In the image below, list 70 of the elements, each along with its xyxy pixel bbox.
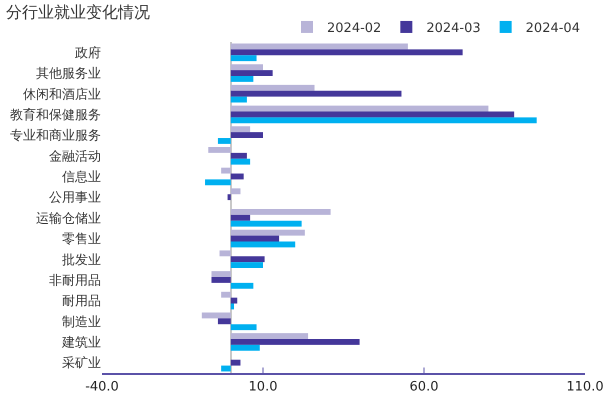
bar — [230, 55, 257, 62]
bar — [208, 146, 231, 153]
y-tick-label: 金融活动 — [49, 149, 101, 164]
bar — [230, 344, 260, 351]
bar — [230, 333, 308, 340]
bar — [218, 138, 231, 144]
bar — [221, 168, 231, 174]
y-tick-label: 其他服务业 — [36, 66, 101, 82]
legend-label: 2024-04 — [526, 21, 580, 36]
bar — [230, 84, 315, 91]
bar — [230, 188, 240, 194]
bar — [230, 132, 263, 138]
bar — [230, 44, 408, 50]
bar — [211, 276, 231, 283]
bar — [221, 292, 231, 298]
bar — [230, 360, 240, 366]
x-tick-label: 60.0 — [410, 379, 438, 394]
y-tick-label: 教育和保健服务 — [10, 106, 101, 123]
bar — [230, 298, 238, 304]
bar — [230, 70, 273, 76]
y-tick-label: 建筑业 — [61, 336, 101, 351]
y-tick-label: 公用事业 — [49, 190, 101, 206]
bar — [220, 250, 231, 256]
bar — [230, 220, 302, 227]
y-tick-label: 制造业 — [62, 314, 101, 330]
bar — [230, 209, 331, 215]
bar — [211, 271, 231, 277]
bar — [230, 106, 488, 112]
bar — [230, 304, 234, 310]
bar — [230, 230, 305, 236]
y-tick-label: 运输仓储业 — [36, 211, 101, 226]
y-tick-label: 专业和商业服务 — [10, 128, 101, 144]
bar — [230, 241, 296, 248]
y-tick-label: 休闲和酒店业 — [23, 86, 101, 102]
bar — [230, 174, 244, 180]
bar — [202, 312, 231, 318]
bar — [205, 179, 231, 186]
y-tick-label: 采矿业 — [62, 356, 101, 372]
bar — [230, 49, 463, 56]
bar — [228, 194, 231, 200]
bar — [230, 76, 254, 82]
bar — [230, 324, 257, 330]
bar — [230, 158, 250, 165]
x-tick-label: 10.0 — [248, 379, 278, 394]
y-tick-label: 零售业 — [62, 232, 101, 248]
x-tick-label: -40.0 — [85, 379, 119, 394]
bar — [230, 64, 263, 70]
bar — [230, 111, 514, 118]
bar — [230, 262, 263, 268]
bar — [230, 117, 537, 124]
y-tick-label: 批发业 — [62, 252, 101, 268]
y-tick-label: 耐用品 — [62, 294, 101, 310]
legend-label: 2024-02 — [327, 21, 382, 36]
chart-title: 分行业就业变化情况 — [6, 2, 150, 22]
bar — [230, 256, 265, 262]
y-tick-label: 非耐用品 — [49, 273, 101, 288]
bar — [230, 214, 250, 221]
bar — [230, 152, 247, 159]
bar — [230, 282, 254, 289]
bar — [230, 90, 402, 97]
bar — [230, 236, 280, 242]
x-tick-label: 110.0 — [566, 379, 604, 394]
legend-label: 2024-03 — [426, 21, 481, 36]
bar — [230, 96, 247, 103]
y-tick-label: 政府 — [75, 44, 101, 61]
bar — [230, 339, 360, 345]
bar — [218, 318, 231, 324]
bar — [221, 366, 231, 372]
bar — [230, 126, 250, 132]
y-tick-label: 信息业 — [62, 170, 101, 186]
